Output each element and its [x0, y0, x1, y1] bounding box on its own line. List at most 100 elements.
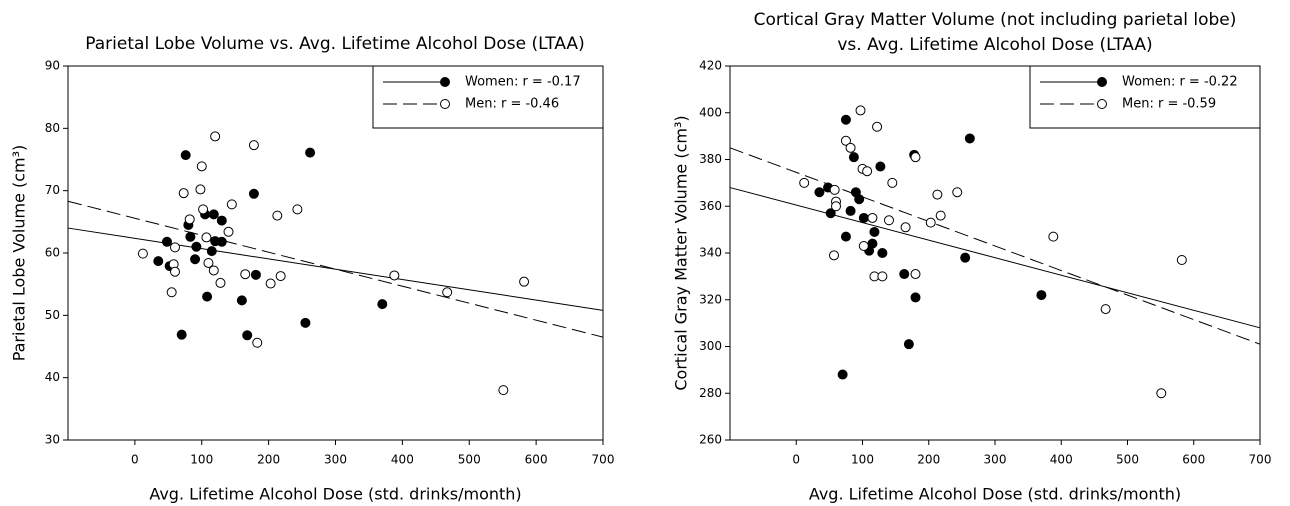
point [845, 142, 856, 153]
x-tick-label: 700 [592, 453, 615, 467]
point [300, 317, 311, 328]
point [900, 222, 911, 233]
point [872, 121, 883, 132]
y-tick-label: 420 [699, 59, 722, 73]
point [208, 209, 219, 220]
point [180, 150, 191, 161]
point [191, 241, 202, 252]
y-tick-label: 380 [699, 152, 722, 166]
point [201, 232, 212, 243]
y-tick-label: 60 [45, 246, 60, 260]
point [910, 269, 921, 280]
point [1036, 290, 1047, 301]
y-tick-label: 300 [699, 339, 722, 353]
y-tick-label: 260 [699, 433, 722, 447]
plot: Parietal Lobe Volume vs. Avg. Lifetime A… [10, 34, 615, 504]
legend-marker [1097, 77, 1107, 87]
point [814, 187, 825, 198]
legend-box [372, 65, 604, 129]
point [250, 269, 261, 280]
point [845, 205, 856, 216]
y-tick-label: 30 [45, 433, 60, 447]
point [240, 269, 251, 280]
chart-title: vs. Avg. Lifetime Alcohol Dose (LTAA) [837, 35, 1152, 55]
point [216, 236, 227, 247]
y-axis-label: Cortical Gray Matter Volume (cm³) [672, 115, 691, 390]
point [825, 208, 836, 219]
point [202, 291, 213, 302]
point [935, 210, 946, 221]
point [498, 385, 509, 396]
point [887, 177, 898, 188]
x-tick-label: 300 [984, 453, 1007, 467]
x-tick-label: 500 [458, 453, 481, 467]
point [216, 215, 227, 226]
x-tick-label: 600 [525, 453, 548, 467]
point [206, 246, 217, 257]
y-tick-label: 360 [699, 199, 722, 213]
point [170, 266, 180, 277]
point [1176, 255, 1187, 266]
x-tick-label: 600 [1182, 453, 1205, 467]
point [837, 369, 848, 380]
x-tick-label: 500 [1116, 453, 1139, 467]
point [377, 299, 388, 310]
point [869, 226, 880, 237]
legend-label: Men: r = -0.46 [465, 97, 559, 112]
point [1100, 304, 1111, 315]
point [208, 265, 219, 276]
legend-marker [1097, 99, 1107, 109]
point [932, 189, 943, 200]
x-axis-label: Avg. Lifetime Alcohol Dose (std. drinks/… [809, 485, 1181, 504]
point [153, 256, 164, 267]
y-tick-label: 90 [45, 59, 60, 73]
point [196, 161, 207, 172]
point [858, 240, 869, 251]
point [829, 184, 840, 195]
y-axis-label: Parietal Lobe Volume (cm³) [10, 145, 29, 362]
point [854, 194, 865, 205]
point [248, 140, 259, 151]
point [236, 295, 247, 306]
point [190, 254, 201, 265]
x-tick-label: 100 [851, 453, 874, 467]
point [964, 133, 975, 144]
chart-title: Parietal Lobe Volume vs. Avg. Lifetime A… [85, 34, 584, 54]
plot: Cortical Gray Matter Volume (not includi… [672, 10, 1272, 504]
y-tick-label: 340 [699, 246, 722, 260]
point [840, 231, 851, 242]
x-axis-label: Avg. Lifetime Alcohol Dose (std. drinks/… [149, 485, 521, 504]
fit-line [67, 227, 604, 311]
x-tick-label: 200 [257, 453, 280, 467]
point [389, 270, 400, 281]
point [161, 236, 172, 247]
point [166, 287, 177, 298]
x-tick-label: 0 [131, 453, 139, 467]
point [840, 114, 851, 125]
point [265, 278, 276, 289]
point [305, 147, 316, 158]
point [198, 204, 209, 215]
point [226, 199, 237, 210]
x-tick-label: 400 [1050, 453, 1073, 467]
point [292, 204, 303, 215]
point [877, 271, 888, 282]
point [855, 105, 866, 116]
point [862, 166, 873, 177]
point [875, 161, 886, 172]
y-tick-label: 320 [699, 292, 722, 306]
y-tick-label: 70 [45, 183, 60, 197]
point [925, 217, 936, 228]
point [910, 292, 921, 303]
point [442, 287, 453, 298]
point [137, 248, 148, 259]
point [903, 339, 914, 350]
point [899, 269, 910, 280]
legend-label: Women: r = -0.22 [1122, 75, 1238, 90]
point [829, 250, 840, 261]
x-tick-label: 700 [1249, 453, 1272, 467]
chart-title: Cortical Gray Matter Volume (not includi… [754, 10, 1237, 30]
y-tick-label: 40 [45, 370, 60, 384]
point [840, 135, 851, 146]
point [858, 212, 869, 223]
